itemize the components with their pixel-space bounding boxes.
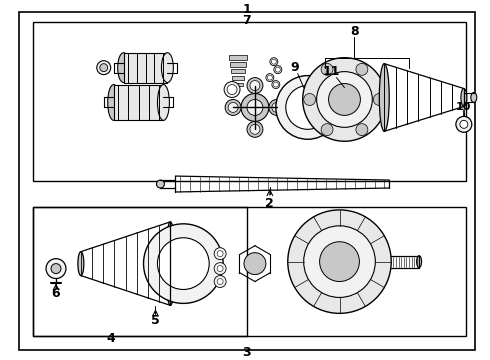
Circle shape (303, 58, 386, 141)
Text: 6: 6 (51, 287, 60, 300)
Text: 1: 1 (243, 4, 251, 17)
Circle shape (268, 75, 272, 80)
Circle shape (241, 94, 269, 121)
Ellipse shape (161, 53, 173, 82)
Circle shape (51, 264, 61, 274)
Circle shape (271, 59, 276, 64)
Circle shape (244, 253, 266, 275)
Circle shape (329, 84, 360, 116)
Bar (231, 69, 245, 73)
Circle shape (317, 72, 372, 127)
Circle shape (217, 266, 223, 271)
Circle shape (356, 63, 368, 75)
Circle shape (273, 82, 278, 87)
Text: 10: 10 (456, 103, 471, 112)
Text: 2: 2 (266, 197, 274, 211)
Circle shape (272, 103, 282, 112)
Circle shape (214, 248, 226, 260)
Circle shape (266, 73, 274, 82)
Text: 4: 4 (106, 332, 115, 345)
Ellipse shape (416, 256, 421, 267)
Bar (33, 207, 247, 336)
Ellipse shape (156, 180, 165, 188)
Circle shape (321, 124, 333, 136)
Text: 9: 9 (291, 61, 299, 74)
Ellipse shape (157, 85, 170, 120)
Circle shape (227, 85, 237, 95)
Text: 7: 7 (243, 14, 251, 27)
Circle shape (217, 279, 223, 284)
Circle shape (272, 81, 280, 89)
Ellipse shape (108, 85, 120, 120)
Bar (33, 22, 466, 181)
Circle shape (270, 58, 278, 66)
Circle shape (321, 63, 333, 75)
Bar (230, 62, 246, 67)
Circle shape (228, 103, 238, 112)
Circle shape (224, 82, 240, 98)
Circle shape (275, 67, 280, 72)
Circle shape (46, 258, 66, 279)
Circle shape (356, 124, 368, 136)
Circle shape (217, 251, 223, 257)
Circle shape (274, 66, 282, 73)
Bar (233, 82, 243, 86)
Text: 5: 5 (151, 314, 160, 327)
Text: 11: 11 (323, 65, 340, 78)
Circle shape (288, 210, 391, 313)
Circle shape (144, 224, 223, 303)
Bar (33, 207, 466, 336)
Circle shape (373, 94, 385, 105)
Circle shape (214, 263, 226, 275)
Circle shape (225, 99, 241, 116)
Bar (229, 55, 247, 60)
Circle shape (304, 94, 316, 105)
Circle shape (97, 61, 111, 75)
Text: 3: 3 (243, 346, 251, 359)
Bar (123, 53, 168, 82)
Circle shape (460, 120, 468, 128)
Circle shape (456, 116, 472, 132)
Text: 8: 8 (350, 25, 359, 38)
Ellipse shape (461, 89, 467, 107)
Bar (114, 85, 164, 120)
Circle shape (247, 78, 263, 94)
Circle shape (319, 242, 359, 282)
Ellipse shape (166, 222, 175, 305)
Circle shape (100, 64, 108, 72)
Circle shape (247, 121, 263, 137)
Ellipse shape (471, 93, 477, 103)
Circle shape (250, 81, 260, 90)
Circle shape (247, 99, 263, 116)
Ellipse shape (78, 252, 84, 275)
Circle shape (276, 76, 340, 139)
Bar (232, 76, 244, 80)
Circle shape (157, 238, 209, 289)
Circle shape (250, 124, 260, 134)
Ellipse shape (379, 64, 389, 131)
Circle shape (304, 226, 375, 297)
Circle shape (214, 275, 226, 288)
Ellipse shape (118, 53, 130, 82)
Circle shape (269, 99, 285, 116)
Circle shape (286, 86, 330, 129)
